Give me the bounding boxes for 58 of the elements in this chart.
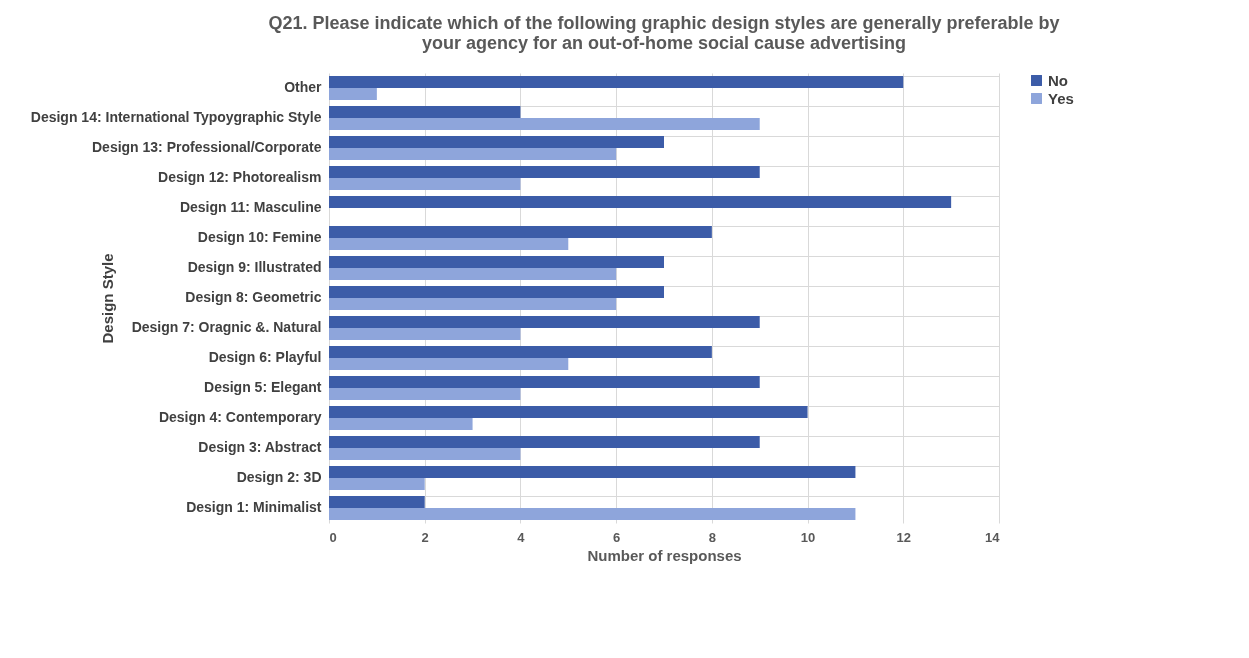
y-tick-label: Design 12: Photorealism (158, 169, 322, 185)
x-axis-title: Number of responses (587, 546, 742, 564)
y-tick-label: Design 10: Femine (197, 229, 322, 245)
bar (329, 388, 521, 400)
bar (329, 466, 856, 478)
bar (329, 136, 664, 148)
bar (329, 286, 664, 298)
bar (329, 418, 473, 430)
bar (329, 106, 521, 118)
bar (329, 436, 760, 448)
y-tick-label: Design 4: Contemporary (158, 409, 322, 425)
bar (329, 118, 760, 130)
legend-label: No (1048, 71, 1068, 89)
bar (329, 76, 904, 88)
bar (329, 178, 521, 190)
x-tick-label: 4 (517, 529, 526, 545)
bar (329, 496, 425, 508)
y-tick-label: Design 2: 3D (236, 469, 322, 485)
bar (329, 226, 712, 238)
y-tick-label: Design 3: Abstract (198, 439, 322, 455)
x-tick-label: 12 (896, 529, 912, 545)
text: Q21. Please indicate which of the following graphic design styles are generally preferable by (268, 13, 1060, 33)
y-tick-label: Other (284, 79, 323, 95)
y-axis-title: Design Style (98, 253, 116, 344)
bar (329, 148, 617, 160)
bar (329, 376, 760, 388)
bar (329, 238, 569, 250)
bar (329, 508, 856, 520)
text: your agency for an out-of-home social cause advertising (421, 33, 907, 53)
bar (329, 256, 664, 268)
y-tick-label: Design 6: Playful (208, 349, 322, 365)
x-tick-label: 6 (613, 529, 621, 545)
bar (329, 358, 569, 370)
bar (329, 328, 521, 340)
y-tick-label: Design 11: Masculine (179, 199, 322, 215)
y-tick-label: Design 8: Geometric (185, 289, 322, 305)
bar (329, 298, 617, 310)
y-tick-label: Design 7: Oragnic &. Natural (131, 319, 322, 335)
y-tick-label: Design 5: Elegant (204, 379, 322, 395)
legend-label: Yes (1048, 89, 1074, 107)
x-tick-label: 8 (708, 529, 716, 545)
x-tick-label: 14 (985, 529, 1001, 545)
y-tick-label: Design 13: Professional/Corporate (91, 139, 322, 155)
bar (329, 316, 760, 328)
x-tick-label: 0 (329, 529, 337, 545)
x-tick-label: 10 (800, 529, 816, 545)
bar (329, 166, 760, 178)
bar (329, 268, 617, 280)
x-tick-label: 2 (421, 529, 429, 545)
y-tick-label: Design 1: Minimalist (186, 499, 322, 515)
bar (329, 448, 521, 460)
y-tick-label: Design 14: International Typoygraphic Style (30, 109, 322, 125)
bar (329, 196, 952, 208)
y-tick-label: Design 9: Illustrated (187, 259, 322, 275)
bar (329, 88, 377, 100)
bar (329, 346, 712, 358)
bar (329, 406, 808, 418)
bar (329, 478, 425, 490)
